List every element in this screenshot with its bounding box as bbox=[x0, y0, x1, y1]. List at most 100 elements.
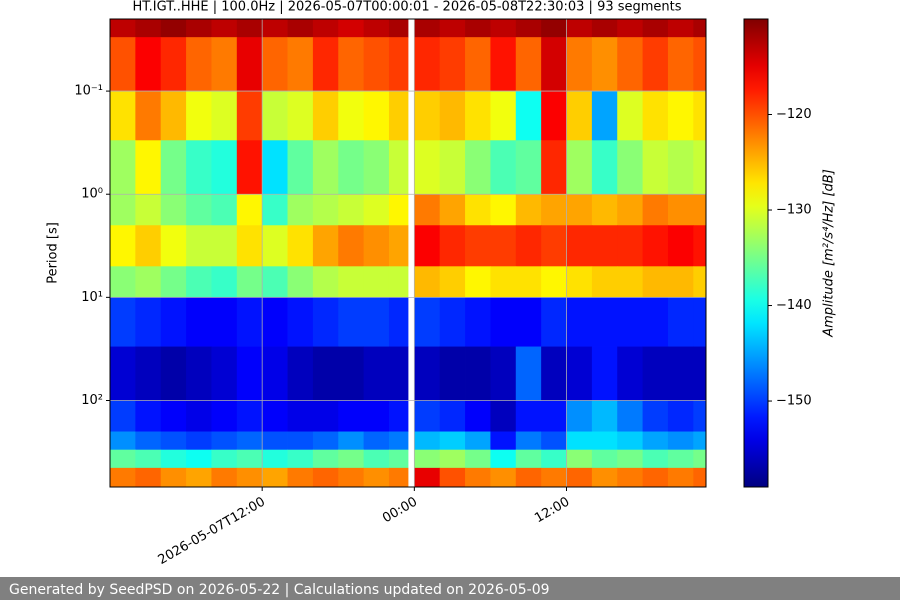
heatmap-cell bbox=[135, 346, 162, 401]
heatmap-cell bbox=[338, 297, 365, 347]
heatmap-cell bbox=[617, 37, 643, 92]
heatmap-cell bbox=[236, 346, 263, 401]
heatmap-cell bbox=[110, 449, 136, 469]
heatmap-cell bbox=[591, 266, 618, 298]
heatmap-cell bbox=[591, 400, 618, 432]
heatmap bbox=[110, 19, 707, 488]
heatmap-cell bbox=[236, 400, 263, 432]
heatmap-cell bbox=[338, 37, 365, 92]
heatmap-cell bbox=[186, 346, 212, 401]
heatmap-cell bbox=[642, 194, 669, 226]
heatmap-cell bbox=[211, 225, 238, 267]
heatmap-cell bbox=[287, 431, 314, 451]
heatmap-cell bbox=[338, 266, 365, 298]
heatmap-cell bbox=[591, 225, 618, 267]
heatmap-cell bbox=[566, 19, 593, 38]
heatmap-cell bbox=[287, 449, 314, 469]
heatmap-cell bbox=[591, 449, 618, 469]
heatmap-cell bbox=[591, 19, 618, 38]
heatmap-cell bbox=[110, 91, 136, 141]
heatmap-cell bbox=[490, 346, 517, 401]
heatmap-cell bbox=[287, 266, 314, 298]
heatmap-cell bbox=[110, 431, 136, 451]
heatmap-cell bbox=[363, 37, 390, 92]
heatmap-cell bbox=[211, 400, 238, 432]
heatmap-cell bbox=[414, 449, 441, 469]
heatmap-cell bbox=[211, 266, 238, 298]
heatmap-cell bbox=[693, 194, 707, 226]
heatmap-cell bbox=[541, 266, 567, 298]
heatmap-cell bbox=[642, 400, 669, 432]
heatmap-cell bbox=[160, 140, 187, 195]
heatmap-cell bbox=[465, 194, 491, 226]
heatmap-cell bbox=[693, 140, 707, 195]
heatmap-cell bbox=[363, 297, 390, 347]
heatmap-cell bbox=[642, 266, 669, 298]
heatmap-cell bbox=[135, 266, 162, 298]
heatmap-cell bbox=[262, 140, 288, 195]
heatmap-cell bbox=[439, 225, 466, 267]
heatmap-cell bbox=[617, 225, 643, 267]
heatmap-cell bbox=[541, 194, 567, 226]
heatmap-cell bbox=[414, 400, 441, 432]
heatmap-cell bbox=[693, 19, 707, 38]
heatmap-cell bbox=[160, 449, 187, 469]
heatmap-cell bbox=[490, 19, 517, 38]
heatmap-cell bbox=[160, 266, 187, 298]
heatmap-cell bbox=[388, 140, 409, 195]
heatmap-cell bbox=[312, 467, 339, 488]
heatmap-cell bbox=[667, 91, 694, 141]
heatmap-cell bbox=[388, 194, 409, 226]
heatmap-cell bbox=[312, 37, 339, 92]
heatmap-cell bbox=[490, 266, 517, 298]
heatmap-cell bbox=[135, 467, 162, 488]
heatmap-cell bbox=[186, 449, 212, 469]
heatmap-cell bbox=[236, 91, 263, 141]
heatmap-cell bbox=[667, 449, 694, 469]
plot-frame bbox=[109, 18, 707, 488]
heatmap-cell bbox=[642, 225, 669, 267]
heatmap-cell bbox=[490, 91, 517, 141]
heatmap-cell bbox=[541, 91, 567, 141]
heatmap-cell bbox=[465, 431, 491, 451]
heatmap-cell bbox=[617, 140, 643, 195]
heatmap-cell bbox=[262, 91, 288, 141]
heatmap-cell bbox=[541, 467, 567, 488]
heatmap-cell bbox=[388, 297, 409, 347]
heatmap-cell bbox=[363, 266, 390, 298]
heatmap-cell bbox=[617, 449, 643, 469]
heatmap-cell bbox=[667, 467, 694, 488]
heatmap-cell bbox=[667, 346, 694, 401]
heatmap-cell bbox=[439, 297, 466, 347]
heatmap-cell bbox=[490, 449, 517, 469]
heatmap-cell bbox=[312, 225, 339, 267]
heatmap-cell bbox=[566, 140, 593, 195]
heatmap-cell bbox=[160, 37, 187, 92]
heatmap-cell bbox=[414, 91, 441, 141]
heatmap-cell bbox=[160, 400, 187, 432]
heatmap-cell bbox=[465, 225, 491, 267]
heatmap-cell bbox=[135, 194, 162, 226]
heatmap-cell bbox=[617, 467, 643, 488]
heatmap-cell bbox=[566, 346, 593, 401]
heatmap-cell bbox=[541, 19, 567, 38]
footer-text: Generated by SeedPSD on 2026-05-22 | Cal… bbox=[9, 582, 550, 598]
heatmap-cell bbox=[439, 37, 466, 92]
heatmap-cell bbox=[388, 225, 409, 267]
heatmap-cell bbox=[617, 19, 643, 38]
heatmap-cell bbox=[439, 19, 466, 38]
heatmap-cell bbox=[515, 431, 542, 451]
heatmap-cell bbox=[515, 297, 542, 347]
heatmap-cell bbox=[236, 225, 263, 267]
heatmap-cell bbox=[439, 91, 466, 141]
heatmap-cell bbox=[465, 140, 491, 195]
heatmap-cell bbox=[287, 400, 314, 432]
heatmap-cell bbox=[541, 346, 567, 401]
colorbar-tick-label: −150 bbox=[776, 394, 812, 409]
heatmap-cell bbox=[363, 449, 390, 469]
heatmap-cell bbox=[667, 194, 694, 226]
heatmap-cell bbox=[465, 91, 491, 141]
heatmap-cell bbox=[287, 37, 314, 92]
heatmap-cell bbox=[312, 449, 339, 469]
heatmap-cell bbox=[541, 400, 567, 432]
